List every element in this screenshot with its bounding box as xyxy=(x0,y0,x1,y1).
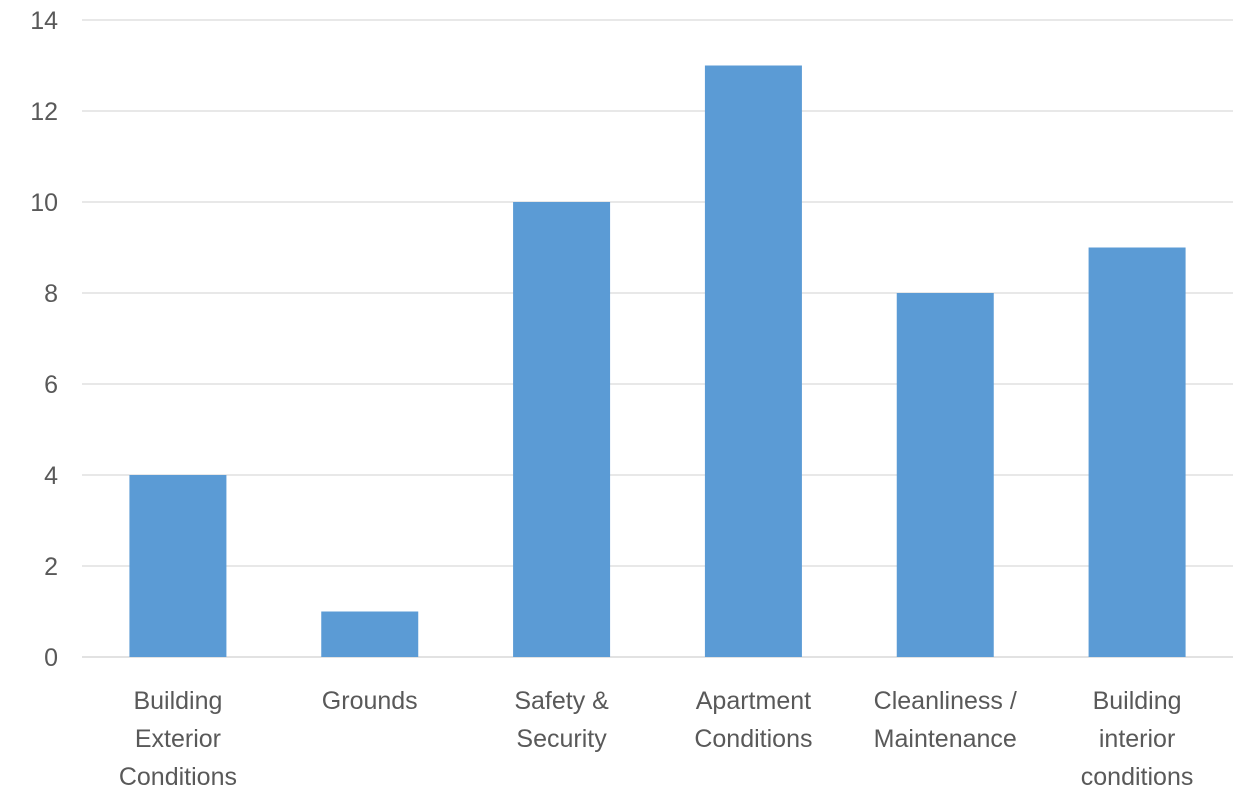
x-category-label-line: Maintenance xyxy=(874,725,1017,753)
y-tick-label: 0 xyxy=(44,644,58,672)
x-category-label-line: Safety & xyxy=(514,687,609,715)
x-category-label-line: Building xyxy=(1093,687,1182,715)
x-axis-labels: Building Exterior Conditions Grounds Safety … xyxy=(119,687,1194,791)
bar xyxy=(1088,247,1186,657)
y-tick-label: 12 xyxy=(30,98,58,126)
gridlines xyxy=(82,19,1233,658)
bar xyxy=(704,65,802,657)
x-category-label-line: Grounds xyxy=(322,687,418,715)
x-category-label-line: Apartment xyxy=(696,687,811,715)
y-tick-label: 4 xyxy=(44,462,58,490)
y-tick-label: 2 xyxy=(44,553,58,581)
x-category-label: Building Exterior Conditions xyxy=(119,687,237,791)
y-tick-label: 8 xyxy=(44,280,58,308)
bar xyxy=(129,475,227,657)
bar xyxy=(513,202,611,657)
x-category-label-line: Building xyxy=(133,687,222,715)
x-category-label-line: Security xyxy=(516,725,607,753)
x-category-label: Safety & Security xyxy=(514,687,609,753)
x-category-label: Grounds xyxy=(322,687,418,715)
bar xyxy=(896,293,994,657)
x-category-label-line: Exterior xyxy=(135,725,221,753)
x-category-label: Apartment Conditions xyxy=(694,687,812,753)
y-tick-label: 6 xyxy=(44,371,58,399)
y-tick-label: 10 xyxy=(30,189,58,217)
bar xyxy=(321,611,419,657)
x-category-label-line: Conditions xyxy=(694,725,812,753)
x-category-label-line: interior xyxy=(1099,725,1175,753)
x-category-label-line: Cleanliness / xyxy=(874,687,1017,715)
x-category-label: Cleanliness / Maintenance xyxy=(874,687,1017,753)
bars xyxy=(129,65,1186,657)
x-category-label-line: Conditions xyxy=(119,763,237,791)
y-tick-label: 14 xyxy=(30,7,58,35)
x-category-label: Building interior conditions xyxy=(1081,687,1194,791)
y-axis-ticks: 0 2 4 6 8 10 12 14 xyxy=(30,7,58,672)
x-category-label-line: conditions xyxy=(1081,763,1194,791)
